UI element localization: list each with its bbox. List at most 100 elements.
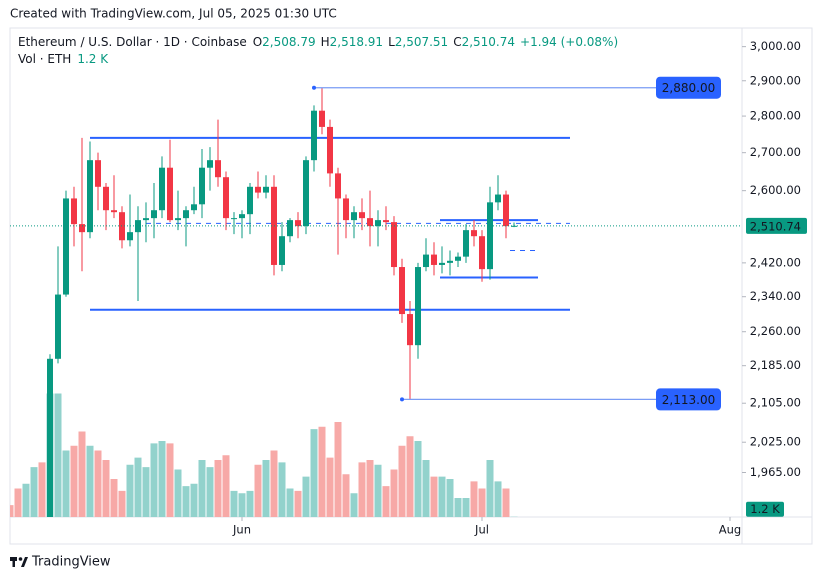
volume-bar — [430, 476, 438, 517]
volume-bar — [486, 460, 494, 517]
volume-last: 1.2 K — [77, 52, 109, 66]
volume-bar — [358, 462, 366, 517]
y-tick-label: 1,965.00 — [750, 465, 801, 479]
candle-body — [231, 218, 237, 220]
y-tick-label: 2,025.00 — [750, 435, 801, 449]
candle-body — [263, 186, 269, 193]
volume-bar — [54, 393, 62, 517]
volume-bar — [406, 436, 414, 517]
volume-bar — [398, 445, 406, 517]
volume-bar — [198, 460, 206, 517]
brand-logo — [10, 557, 28, 567]
candle-body — [407, 314, 413, 346]
candle-body — [295, 220, 301, 227]
volume-bar — [382, 486, 390, 517]
candle-body — [159, 167, 165, 211]
volume-bar — [158, 441, 166, 517]
candle-body — [191, 204, 197, 211]
candle-body — [95, 160, 101, 187]
symbol-legend: Ethereum / U.S. Dollar · 1D · Coinbase O2… — [18, 35, 618, 49]
volume-bar — [510, 516, 518, 517]
volume-bar — [422, 460, 430, 517]
candle-body — [47, 358, 53, 517]
volume-bar — [126, 464, 134, 517]
y-tick-label: 2,900.00 — [750, 73, 801, 87]
ohlc-value: 2,507.51 — [395, 35, 448, 49]
price-label-box — [656, 76, 721, 99]
price-label-box — [656, 388, 721, 411]
volume-bar — [326, 457, 334, 517]
candle-body — [447, 260, 453, 263]
volume-bar — [462, 498, 470, 517]
candle-body — [55, 294, 61, 359]
price-line-anchor — [312, 85, 316, 90]
candle-body — [327, 126, 333, 174]
last-price-box — [746, 217, 807, 234]
candle-body — [463, 230, 469, 257]
volume-bar — [190, 483, 198, 517]
candle-body — [479, 236, 485, 270]
volume-bar — [366, 460, 374, 517]
y-tick-label: 2,800.00 — [750, 109, 801, 123]
candle-body — [255, 186, 261, 193]
change: +1.94 (+0.08%) — [520, 35, 618, 49]
x-tick-label: Aug — [719, 523, 741, 537]
candle-body — [135, 220, 141, 233]
ohlc-key: H — [321, 35, 330, 49]
volume-bar — [134, 457, 142, 517]
candle-body — [303, 160, 309, 227]
volume-bar — [438, 476, 446, 517]
volume-bar — [102, 460, 110, 517]
candle-body — [175, 218, 181, 221]
volume-bar — [70, 445, 78, 517]
volume-bar — [238, 493, 246, 517]
candle-body — [359, 212, 365, 219]
candle-body — [247, 186, 253, 215]
volume-bar — [310, 429, 318, 517]
candle-body — [63, 198, 69, 295]
volume-bar — [278, 462, 286, 517]
ohlc-value: 2,518.91 — [330, 35, 383, 49]
ohlc-key: C — [453, 35, 461, 49]
volume-bar — [502, 488, 510, 517]
volume-bar — [470, 481, 478, 517]
y-tick-label: 2,340.00 — [750, 289, 801, 303]
candle-body — [215, 160, 221, 178]
caption: Created with TradingView.com, Jul 05, 20… — [10, 7, 337, 21]
volume-bar — [118, 490, 126, 517]
candle-body — [127, 232, 133, 241]
volume-bar — [182, 486, 190, 517]
ohlc-value: 2,510.74 — [462, 35, 515, 49]
volume-bar — [302, 476, 310, 517]
candle-body — [15, 541, 21, 555]
candle-body — [31, 552, 37, 553]
y-tick-label: 3,000.00 — [750, 39, 801, 53]
volume-bar — [166, 443, 174, 517]
candle-body — [71, 198, 77, 225]
volume-last-box — [746, 501, 784, 517]
volume-bar — [30, 467, 38, 517]
candle-body — [423, 254, 429, 268]
volume-bar — [270, 450, 278, 517]
candle-body — [167, 167, 173, 221]
candle-body — [199, 167, 205, 205]
y-tick-label: 2,105.00 — [750, 396, 801, 410]
candle-body — [383, 220, 389, 223]
candle-body — [23, 552, 29, 555]
ohlc-value: 2,508.79 — [262, 35, 315, 49]
candle-body — [143, 218, 149, 221]
candle-body — [183, 210, 189, 219]
candle-body — [79, 224, 85, 233]
volume-bar — [86, 445, 94, 517]
volume-bar — [374, 464, 382, 517]
price-line-anchor — [400, 397, 404, 402]
candle-body — [391, 222, 397, 268]
volume-bar — [142, 467, 150, 517]
price-label: 2,880.00 — [662, 81, 715, 95]
chart-frame — [9, 27, 813, 545]
overlay: 2,880.00 2,113.00 — [312, 76, 721, 411]
volume-bar — [342, 474, 350, 517]
candle-body — [223, 177, 229, 219]
